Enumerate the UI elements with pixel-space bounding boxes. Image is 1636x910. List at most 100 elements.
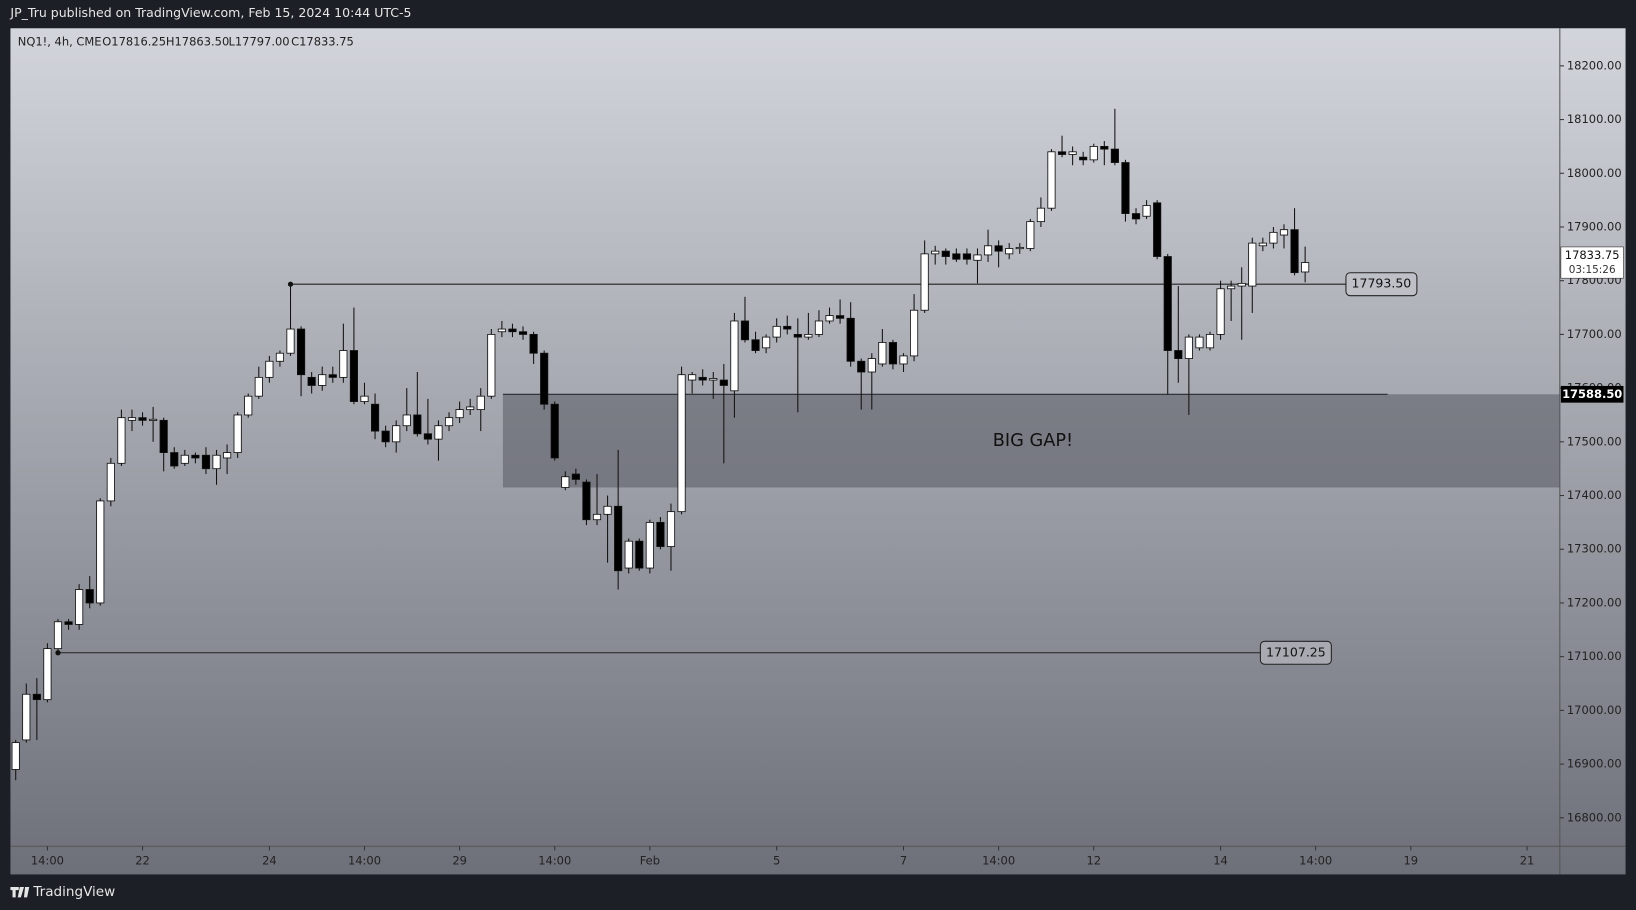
- candle-body: [159, 419, 168, 453]
- candle-body: [783, 325, 792, 330]
- y-tick-label: 18000.00: [1567, 166, 1622, 180]
- candle-body: [349, 350, 358, 402]
- candle-body: [730, 320, 739, 392]
- candle-body: [1142, 205, 1151, 217]
- candle-body: [413, 414, 422, 435]
- candle-body: [952, 253, 961, 260]
- candle-body: [635, 540, 644, 569]
- candle-body: [1227, 285, 1236, 290]
- candle-body: [592, 513, 602, 521]
- candle-body: [64, 621, 73, 625]
- candle-body: [1089, 146, 1098, 161]
- candle-body: [688, 374, 697, 381]
- footer-brand[interactable]: TradingView: [32, 884, 115, 900]
- candle-body: [931, 250, 940, 255]
- candle-body: [1174, 350, 1183, 359]
- candle-body: [624, 540, 633, 569]
- ohlc-high: H17863.50: [166, 34, 229, 48]
- x-tick-label: 22: [135, 853, 150, 867]
- x-tick-label: 24: [262, 853, 277, 867]
- candle-body: [487, 333, 496, 397]
- x-tick-label: 29: [452, 853, 467, 867]
- candle-body: [1079, 156, 1088, 161]
- candle-body: [1279, 229, 1289, 236]
- candle-body: [149, 418, 158, 421]
- candle-body: [244, 395, 253, 416]
- candle-body: [1237, 282, 1246, 287]
- candle-body: [962, 253, 971, 260]
- candle-body: [550, 403, 559, 459]
- candle-body: [1301, 262, 1310, 273]
- x-tick-label: 19: [1404, 853, 1419, 867]
- header: JP_Tru published on TradingView.com, Feb…: [9, 5, 411, 20]
- y-tick-label: 18200.00: [1567, 58, 1622, 72]
- candle-body: [888, 342, 898, 365]
- gap-price-box: [1560, 385, 1624, 403]
- candle-body: [656, 521, 665, 547]
- candle-body: [1121, 162, 1130, 214]
- candle-body: [75, 589, 84, 625]
- candle-body: [878, 342, 887, 365]
- gap-price-label: 17588.50: [1562, 387, 1622, 401]
- candle-body: [814, 320, 824, 335]
- candle-body: [698, 376, 707, 381]
- y-tick-label: 18100.00: [1567, 112, 1622, 126]
- candle-body: [709, 378, 718, 381]
- candle-body: [307, 376, 316, 386]
- candle-body: [318, 374, 327, 386]
- candle-body: [751, 339, 760, 351]
- candle-body: [973, 254, 982, 261]
- ohlc-open: O17816.25: [102, 34, 166, 48]
- candle-body: [666, 511, 676, 547]
- level-label: 17107.25: [1266, 644, 1326, 659]
- candle-body: [85, 589, 94, 604]
- ohlc-close: C17833.75: [291, 34, 354, 48]
- last-price-box: [1560, 246, 1624, 279]
- candle-body: [994, 245, 1003, 252]
- candle-body: [170, 452, 179, 467]
- candle-body: [804, 333, 813, 338]
- candle-body: [223, 452, 232, 459]
- x-tick-label: Feb: [640, 853, 660, 867]
- candle-body: [180, 454, 189, 464]
- candle-body: [138, 417, 147, 421]
- logo: [10, 886, 30, 898]
- x-tick-label: 14: [1213, 853, 1228, 867]
- candle-body: [96, 500, 105, 604]
- symbol: NQ1!, 4h, CME: [18, 34, 102, 48]
- y-tick-label: 17300.00: [1567, 542, 1622, 556]
- x-tick-label: 12: [1086, 853, 1101, 867]
- x-tick-label: 14:00: [31, 853, 64, 867]
- candle-body: [571, 473, 580, 480]
- candle-body: [254, 376, 263, 397]
- candle-body: [1195, 336, 1204, 349]
- candle-body: [434, 425, 443, 440]
- candle-body: [381, 430, 390, 443]
- level-label: 17793.50: [1352, 276, 1412, 291]
- candle-body: [920, 253, 929, 311]
- candle-body: [265, 360, 274, 378]
- candle-body: [1036, 207, 1045, 223]
- legend: NQ1!, 4h, CME O17816.25 H17863.50 L17797…: [18, 34, 354, 48]
- candle-body: [941, 250, 950, 257]
- candle-body: [772, 325, 781, 338]
- candle-body: [910, 309, 919, 357]
- candle-body: [466, 406, 475, 411]
- candle-body: [1110, 148, 1119, 163]
- candle-body: [476, 395, 485, 411]
- candle-body: [1269, 231, 1278, 244]
- candle-body: [328, 374, 337, 378]
- candle-body: [11, 742, 20, 770]
- x-tick-label: 21: [1520, 853, 1535, 867]
- candle-body: [740, 320, 750, 341]
- candle-body: [836, 315, 845, 319]
- candle-body: [518, 331, 528, 335]
- candle-body: [1258, 242, 1267, 247]
- y-tick-label: 16800.00: [1567, 810, 1622, 824]
- candle-body: [233, 414, 242, 453]
- candle-body: [275, 352, 285, 362]
- candle-body: [1163, 256, 1172, 351]
- level-label-box: [1259, 640, 1332, 665]
- candle-body: [1047, 151, 1056, 209]
